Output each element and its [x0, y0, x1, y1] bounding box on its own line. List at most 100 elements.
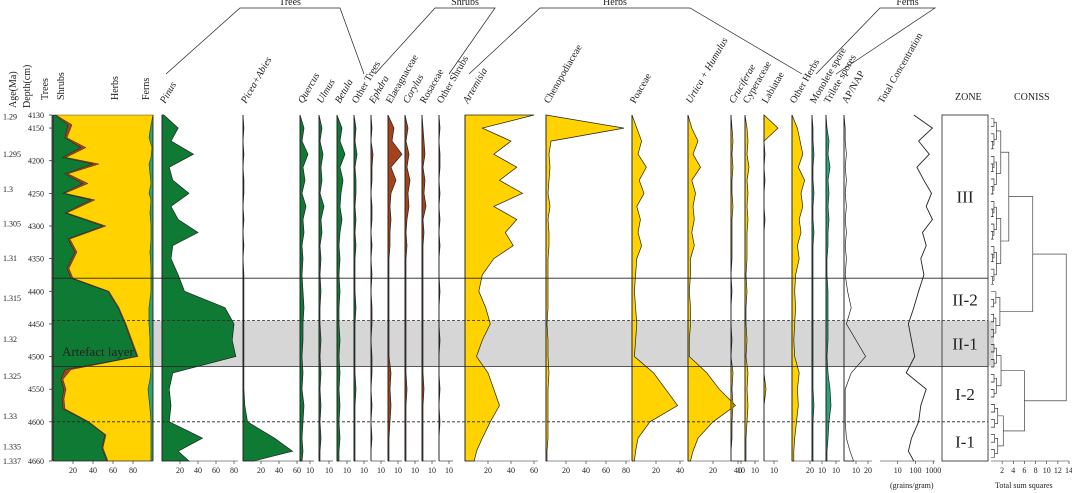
group-bracket-trees: [165, 7, 365, 75]
zone-label-i-1: I-1: [955, 432, 975, 451]
taxon-rosaceae-area: [421, 114, 427, 462]
depth-tick-label: 4660: [28, 457, 44, 466]
group-bracket-shrubs: [374, 7, 496, 75]
group-label-shrubs: Shrubs: [451, 0, 479, 8]
depth-tick-label: 4500: [28, 353, 44, 362]
taxon-urtica-humulus-x-tick-label: 20: [709, 466, 717, 475]
taxon-ulmus-x-tick-label: 10: [325, 466, 333, 475]
taxon-chenopodiaceae-x-tick-label: 40: [582, 466, 590, 475]
taxon-picea-abies-x-tick-label: 40: [275, 466, 283, 475]
taxon-cruciferae-x-tick-label: 10: [737, 466, 745, 475]
depth-tick-label: 4150: [28, 124, 44, 133]
coniss-branch: [994, 438, 999, 454]
taxon-ap-nap-x-tick-label: 10: [852, 466, 860, 475]
taxon-picea-abies-x-tick-label: 60: [293, 466, 301, 475]
taxon-other-trees-x-tick-label: 10: [360, 466, 368, 475]
age-axis-title: Age(Ma): [8, 71, 19, 108]
depth-tick-label: 4250: [28, 189, 44, 198]
taxon-artemisia-x-tick-label: 40: [507, 466, 515, 475]
artefact-layer-label: Artefact layer: [62, 344, 134, 359]
concentration-x-tick-label: 10: [894, 466, 902, 475]
summary-shrubs-label: Shrubs: [56, 72, 67, 100]
taxon-other-shrubs-x-tick-label: 10: [445, 466, 453, 475]
coniss-x-tick-label: 14: [1065, 466, 1072, 475]
taxon-urtica-humulus-x-tick-label: 40: [734, 466, 742, 475]
coniss-x-tick-label: 6: [1022, 466, 1026, 475]
taxon-betula-x-tick-label: 10: [343, 466, 351, 475]
depth-tick-label: 4550: [28, 385, 44, 394]
taxon-corylus-area: [404, 114, 411, 462]
coniss-x-tick-label: 10: [1043, 466, 1051, 475]
zone-label-i-2: I-2: [955, 385, 975, 404]
coniss-branch: [994, 408, 999, 424]
depth-tick-label: 4350: [28, 255, 44, 264]
taxon-corylus-x-tick-label: 10: [411, 466, 419, 475]
taxon-artemisia-x-tick-label: 60: [530, 466, 538, 475]
summary-x-tick-label: 80: [129, 466, 137, 475]
coniss-branch: [995, 297, 1001, 326]
zone-title: ZONE: [955, 92, 982, 103]
age-tick-label: 1.337: [3, 457, 21, 466]
taxon-artemisia-area: [464, 114, 535, 462]
zone-label-ii-2: II-2: [952, 290, 977, 309]
taxon-other-trees-area: [353, 114, 358, 462]
group-label-herbs: Herbs: [603, 0, 627, 8]
age-tick-label: 1.335: [3, 443, 21, 452]
total-sum-squares-label: Total sum squares: [995, 481, 1053, 490]
depth-tick-label: 4200: [28, 157, 44, 166]
taxon-cyperaceae-area: [744, 114, 750, 462]
concentration-unit-label: (grains/gram): [890, 481, 934, 490]
taxon-elaeagnaceae-x-tick-label: 10: [394, 466, 402, 475]
taxon-picea-abies-x-tick-label: 20: [257, 466, 265, 475]
taxon-poaceae-area: [631, 114, 679, 462]
coniss-x-tick-label: 4: [1011, 466, 1015, 475]
coniss-x-tick-label: 2: [1000, 466, 1004, 475]
age-tick-label: 1.3: [3, 185, 13, 194]
group-bracket-ferns: [815, 7, 937, 75]
taxon-other-herbs-area: [791, 114, 805, 462]
taxon-poaceae-x-tick-label: 40: [676, 466, 684, 475]
group-bracket-herbs: [468, 7, 803, 75]
taxon-ap-nap-area: [843, 114, 867, 462]
age-tick-label: 1.325: [3, 372, 21, 381]
group-label-trees: Trees: [279, 0, 301, 8]
concentration-x-tick-label: 100: [909, 466, 921, 475]
summary-ferns-label: Ferns: [141, 78, 152, 100]
taxon-trilete-spores-area: [825, 114, 832, 462]
age-tick-label: 1.305: [3, 219, 21, 228]
summary-herbs-label: Herbs: [110, 76, 121, 100]
taxon-monolete-spore-x-tick-label: 10: [818, 466, 826, 475]
taxon-trilete-spores-x-tick-label: 10: [832, 466, 840, 475]
depth-tick-label: 4450: [28, 320, 44, 329]
taxon-artemisia-x-tick-label: 20: [484, 466, 492, 475]
coniss-title: CONISS: [1014, 92, 1050, 103]
coniss-branch: [993, 206, 997, 231]
taxon-pinus-x-tick-label: 40: [194, 466, 202, 475]
age-tick-label: 1.33: [3, 412, 17, 421]
taxon-poaceae-x-tick-label: 20: [652, 466, 660, 475]
summary-trees-label: Trees: [40, 78, 51, 100]
age-tick-label: 1.315: [3, 294, 21, 303]
taxon-chenopodiaceae-x-tick-label: 20: [562, 466, 570, 475]
coniss-branch: [993, 122, 997, 140]
depth-tick-label: 4600: [28, 418, 44, 427]
coniss-branch: [993, 161, 997, 185]
taxon-ulmus-area: [318, 114, 325, 462]
taxon-elaeagnaceae-area: [387, 114, 403, 462]
coniss-x-tick-label: 8: [1034, 466, 1038, 475]
summary-x-tick-label: 60: [109, 466, 117, 475]
taxon-pinus-x-tick-label: 60: [212, 466, 220, 475]
taxon-rosaceae-x-tick-label: 10: [428, 466, 436, 475]
taxon-chenopodiaceae-x-tick-label: 80: [622, 466, 630, 475]
age-tick-label: 1.31: [3, 254, 17, 263]
depth-tick-label: 4300: [28, 222, 44, 231]
concentration-line: [905, 114, 934, 462]
coniss-x-tick-label: 12: [1054, 466, 1062, 475]
taxon-other-herbs-x-tick-label: 20: [806, 466, 814, 475]
depth-axis-title: Depth(cm): [22, 65, 33, 108]
summary-x-tick-label: 20: [69, 466, 77, 475]
depth-tick-label: 4130: [28, 111, 44, 120]
zone-label-iii: III: [957, 188, 974, 207]
